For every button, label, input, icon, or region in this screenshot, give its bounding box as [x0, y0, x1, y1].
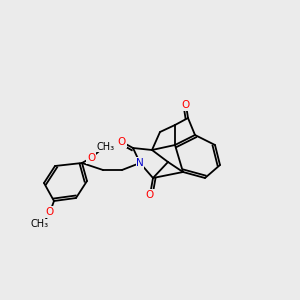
Text: CH₃: CH₃ [97, 142, 115, 152]
Text: O: O [46, 207, 54, 217]
Text: O: O [182, 100, 190, 110]
Text: O: O [146, 190, 154, 200]
Text: N: N [136, 158, 144, 168]
Text: CH₃: CH₃ [31, 219, 49, 229]
Text: O: O [118, 137, 126, 147]
Text: O: O [87, 153, 95, 163]
